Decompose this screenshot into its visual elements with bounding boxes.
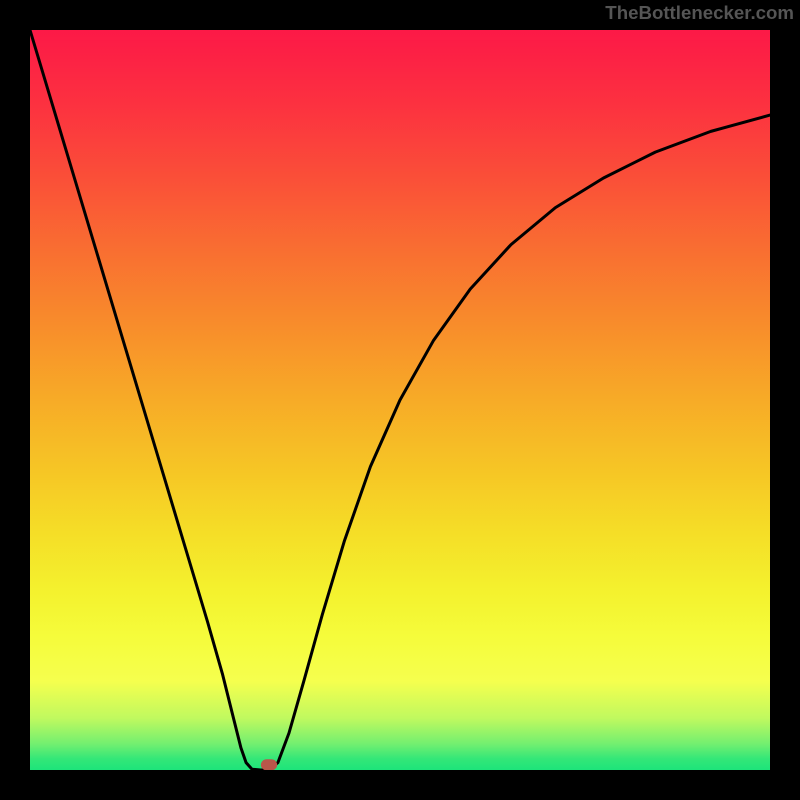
attribution-label: TheBottlenecker.com: [605, 2, 794, 24]
bottleneck-chart: [0, 0, 800, 800]
minimum-marker: [261, 759, 277, 770]
chart-root: TheBottlenecker.com: [0, 0, 800, 800]
